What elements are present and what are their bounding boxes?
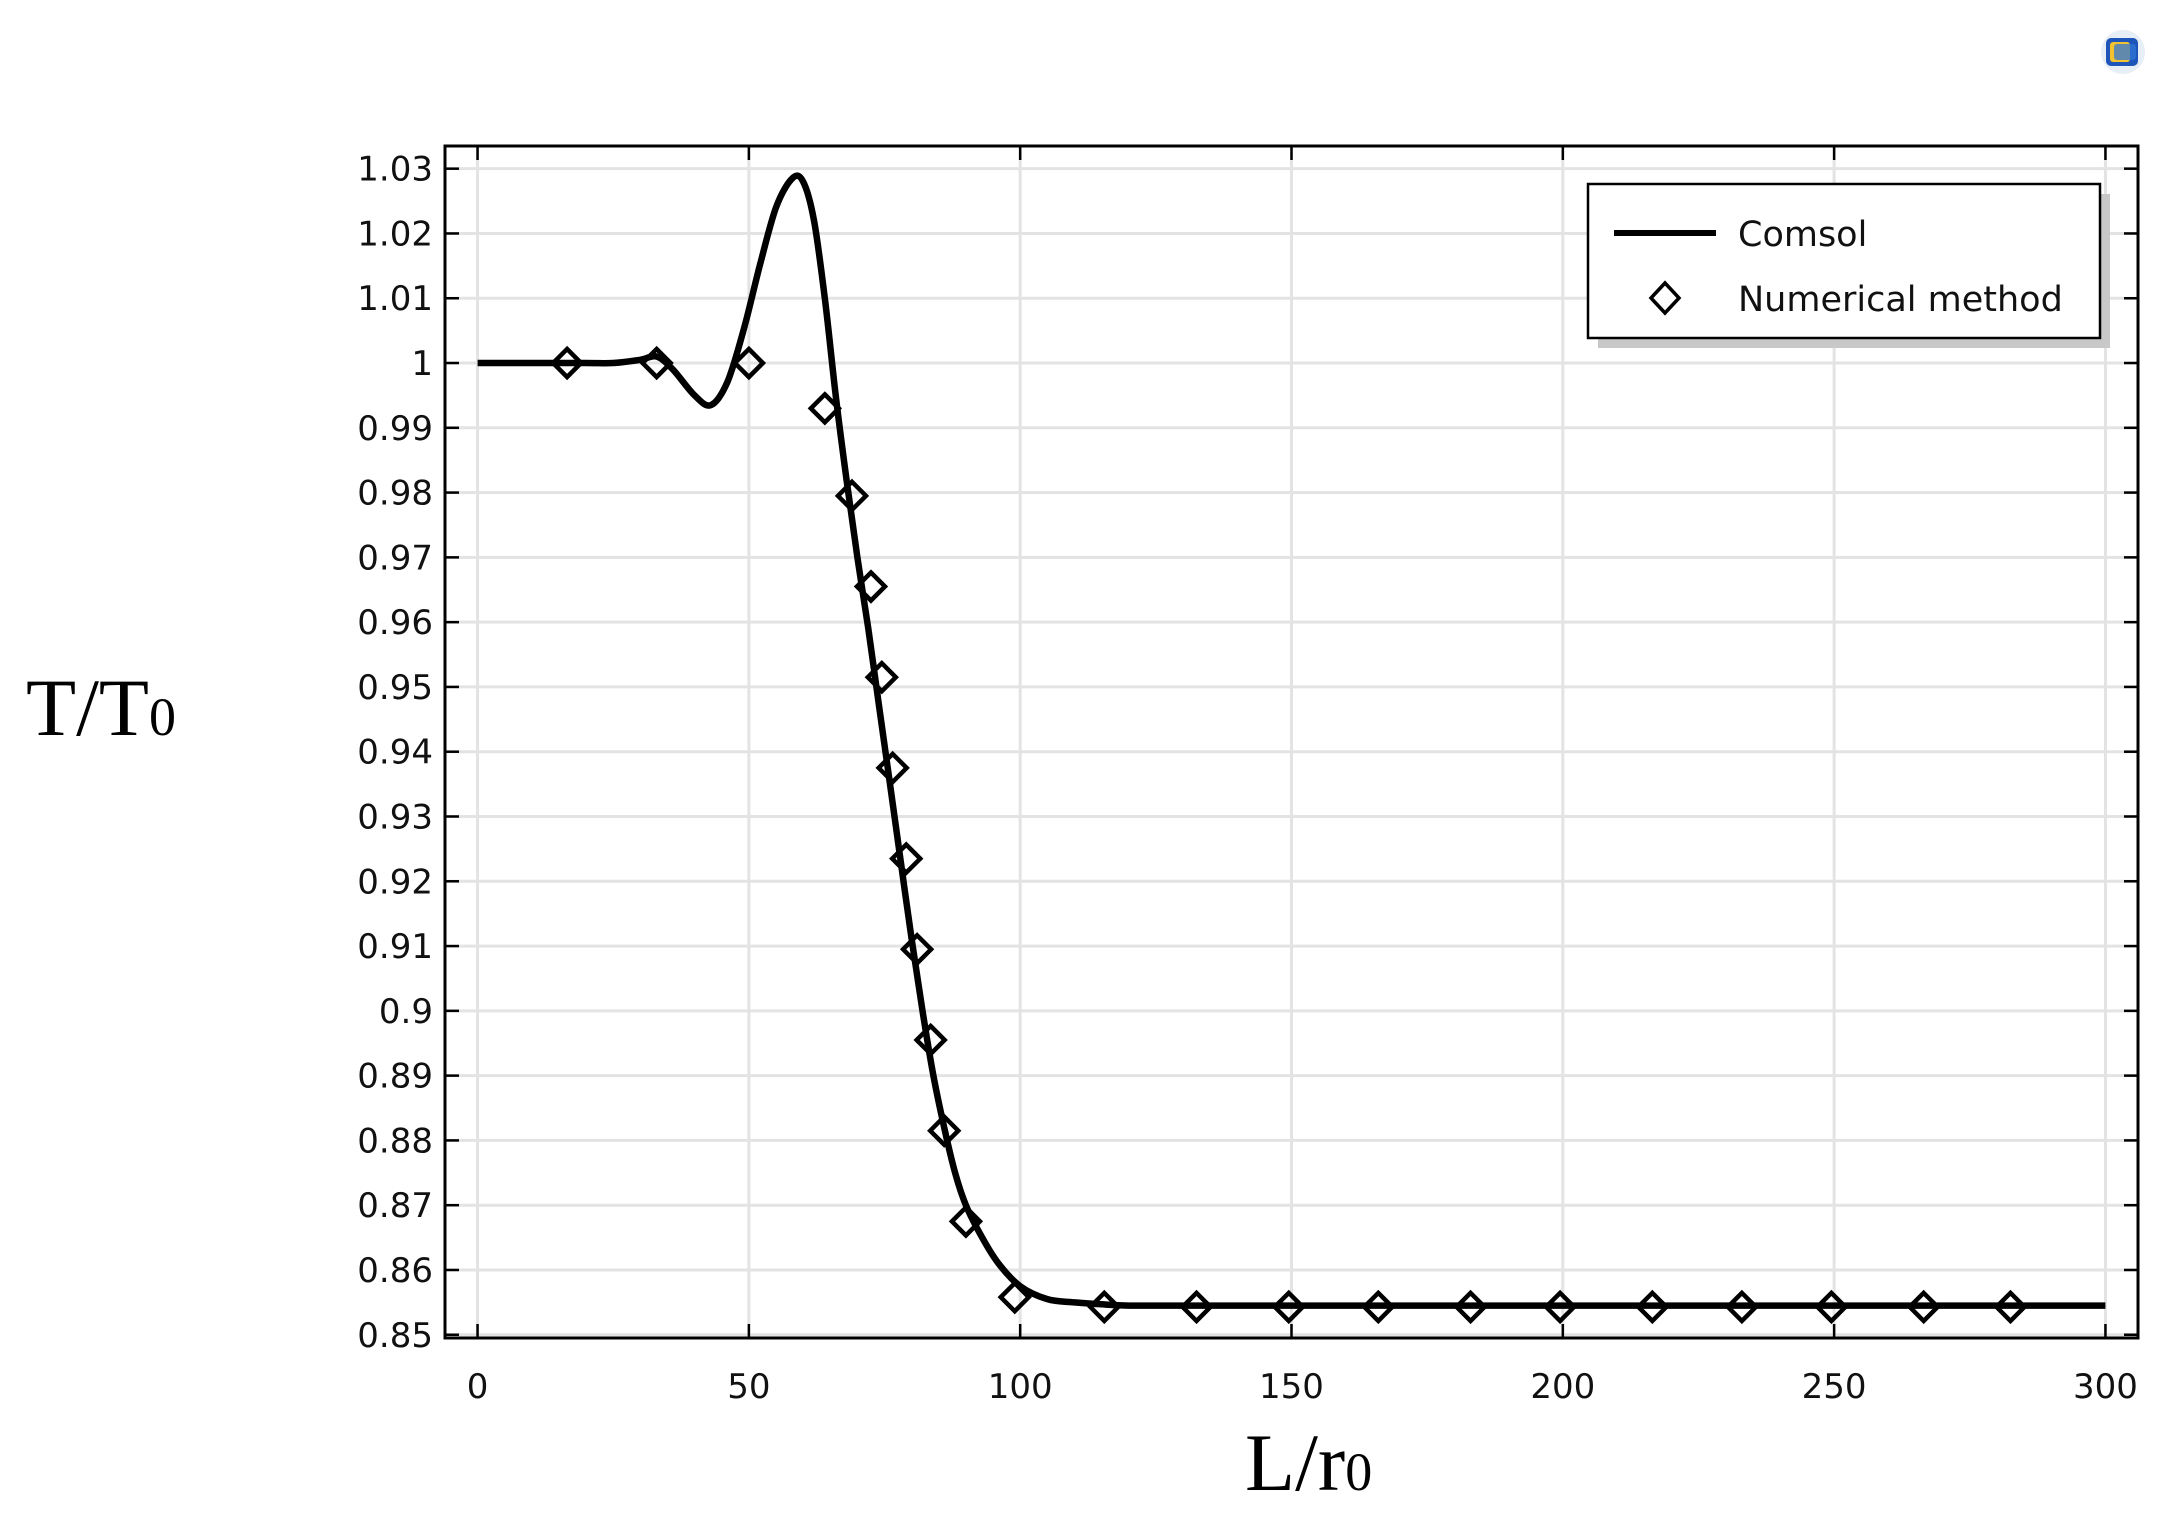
y-tick-label: 1 xyxy=(411,344,433,384)
marker-numerical-method xyxy=(834,478,870,514)
y-tick-label: 0.88 xyxy=(357,1121,433,1161)
marker-numerical-method xyxy=(853,569,889,604)
y-tick-label: 0.91 xyxy=(357,927,433,967)
y-tick-label: 0.92 xyxy=(357,862,433,902)
series-comsol xyxy=(477,172,2106,1309)
x-axis: 0 50 100 150 200 250 300 xyxy=(467,146,2138,1407)
series-line-comsol xyxy=(477,172,2106,1309)
y-tick-label: 0.93 xyxy=(357,798,433,838)
marker-numerical-method xyxy=(1271,1289,1306,1325)
marker-numerical-method xyxy=(927,1113,962,1148)
y-tick-label: 1.01 xyxy=(357,279,433,319)
marker-numerical-method xyxy=(913,1022,948,1058)
y-tick-label: 1.03 xyxy=(357,150,433,190)
marker-numerical-method xyxy=(1453,1289,1488,1325)
y-tick-label: 0.96 xyxy=(357,603,433,643)
marker-numerical-method xyxy=(997,1280,1032,1315)
legend-label-numerical: Numerical method xyxy=(1738,280,2063,320)
marker-numerical-method xyxy=(1179,1289,1214,1325)
x-tick-label: 0 xyxy=(467,1367,489,1407)
legend-label-comsol: Comsol xyxy=(1738,215,1867,255)
y-axis: 0.85 0.86 0.87 0.88 0.89 0.9 0.91 0.92 0.93 0.94 0… xyxy=(357,150,2138,1356)
y-tick-label: 0.95 xyxy=(357,668,433,708)
y-tick-label: 1.02 xyxy=(357,214,433,254)
y-tick-label: 0.89 xyxy=(357,1057,433,1097)
marker-numerical-method xyxy=(639,345,674,381)
marker-numerical-method xyxy=(1087,1289,1122,1325)
legend: Comsol Numerical method xyxy=(1586,182,2110,348)
x-tick-label: 250 xyxy=(1802,1367,1867,1407)
x-tick-label: 300 xyxy=(2073,1367,2138,1407)
y-tick-label: 0.9 xyxy=(379,992,433,1032)
marker-numerical-method xyxy=(1724,1289,1760,1325)
y-tick-label: 0.99 xyxy=(357,409,433,449)
marker-numerical-method xyxy=(899,932,935,967)
y-axis-title: T/T0 xyxy=(26,662,176,753)
marker-numerical-method xyxy=(549,345,585,381)
app-icon xyxy=(2101,30,2145,74)
marker-numerical-method xyxy=(948,1204,984,1239)
y-tick-label: 0.85 xyxy=(357,1316,433,1356)
y-tick-label: 0.86 xyxy=(357,1251,433,1291)
x-axis-title: L/r0 xyxy=(1245,1417,1372,1508)
marker-numerical-method xyxy=(864,660,899,695)
marker-numerical-method xyxy=(731,345,767,381)
marker-numerical-method xyxy=(889,841,924,876)
y-tick-label: 0.87 xyxy=(357,1186,433,1226)
marker-numerical-method xyxy=(1906,1289,1941,1325)
marker-numerical-method xyxy=(1635,1289,1670,1325)
series-numerical-method xyxy=(549,345,2028,1325)
marker-numerical-method xyxy=(807,391,843,426)
marker-numerical-method xyxy=(875,750,910,786)
marker-numerical-method xyxy=(1542,1289,1578,1325)
y-tick-label: 0.97 xyxy=(357,538,433,578)
y-tick-label: 0.94 xyxy=(357,733,433,773)
x-tick-label: 150 xyxy=(1259,1367,1324,1407)
marker-numerical-method xyxy=(1993,1289,2028,1325)
x-tick-label: 50 xyxy=(727,1367,770,1407)
x-tick-label: 100 xyxy=(988,1367,1053,1407)
legend-marker-numerical xyxy=(1648,280,1682,316)
y-tick-label: 0.98 xyxy=(357,474,433,514)
marker-numerical-method xyxy=(1361,1289,1396,1325)
marker-numerical-method xyxy=(1814,1289,1849,1325)
x-tick-label: 200 xyxy=(1530,1367,1595,1407)
